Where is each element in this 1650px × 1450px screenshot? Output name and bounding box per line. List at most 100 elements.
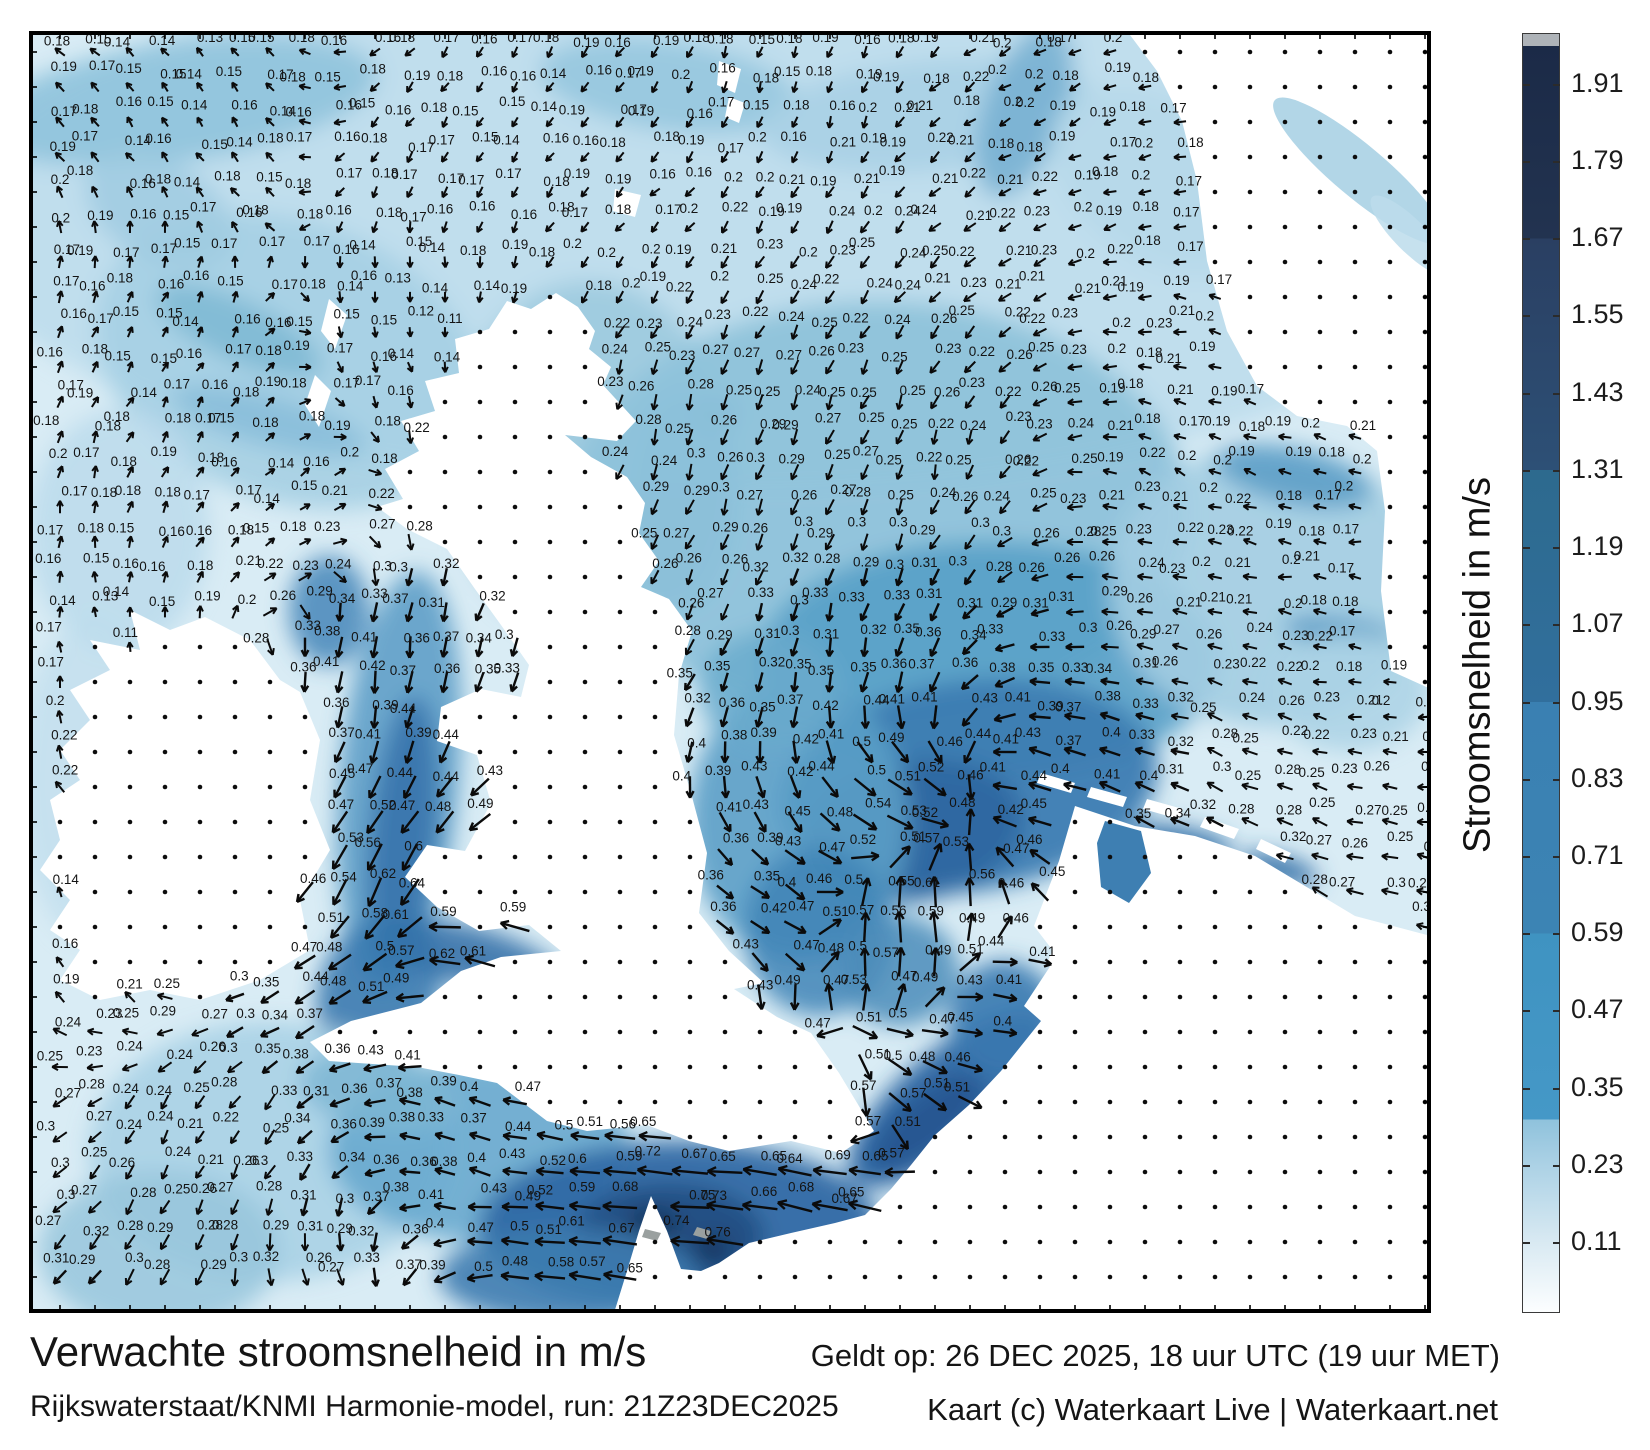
current-arrow-head (534, 1274, 543, 1282)
speed-value-label: 0.2 (1284, 596, 1303, 611)
speed-value-label: 0.17 (1110, 135, 1136, 150)
speed-value-label: 0.19 (1097, 449, 1123, 464)
current-arrow-head (615, 228, 622, 232)
current-arrow-head (1173, 331, 1180, 336)
colorbar-tick-label: 1.19 (1571, 530, 1624, 561)
grid-dot (582, 959, 588, 965)
current-arrow-head (861, 509, 868, 516)
current-arrow-head (475, 685, 483, 693)
speed-value-label: 0.25 (113, 1005, 139, 1020)
current-arrow (685, 707, 695, 727)
grid-dot (1352, 1029, 1358, 1035)
speed-value-label: 0.26 (1364, 758, 1390, 773)
current-arrow (1313, 644, 1327, 650)
current-arrow (333, 503, 347, 511)
current-arrow (1242, 748, 1258, 756)
grid-dot (477, 889, 483, 895)
current-arrow (408, 636, 412, 658)
grid-dot (1282, 1134, 1288, 1140)
current-arrow (997, 536, 1013, 548)
current-arrow-head (268, 432, 275, 436)
current-arrow (372, 1267, 378, 1287)
grid-dot (617, 1029, 623, 1035)
grid-dot (1247, 1204, 1253, 1210)
grid-dot (1177, 1169, 1183, 1175)
current-arrow-head (687, 403, 694, 411)
grid-dot (1177, 1134, 1183, 1140)
speed-value-label: 0.5 (844, 872, 863, 887)
current-arrow-head (568, 1239, 578, 1247)
speed-value-label: 0.38 (431, 1154, 457, 1169)
grid-dot (232, 784, 238, 790)
current-arrow-head (1278, 469, 1284, 476)
current-arrow-head (964, 158, 972, 163)
speed-value-label: 0.19 (1163, 273, 1189, 288)
current-arrow (721, 393, 729, 411)
current-arrow (961, 674, 979, 690)
grid-dot (232, 644, 238, 650)
current-arrow-head (999, 509, 1007, 515)
current-arrow-head (894, 299, 902, 304)
grid-dot (1072, 889, 1078, 895)
grid-dot (162, 854, 168, 860)
speed-value-label: 0.34 (284, 1111, 311, 1126)
grid-dot (932, 1239, 938, 1245)
speed-value-label: 0.16 (573, 133, 599, 148)
speed-value-label: 0.18 (1133, 70, 1159, 85)
current-arrow (1030, 882, 1050, 902)
current-arrow (756, 394, 764, 410)
current-arrow (400, 810, 420, 834)
grid-dot (1387, 924, 1393, 930)
grid-dot (582, 854, 588, 860)
grid-dot (512, 994, 518, 1000)
current-arrow-head (1137, 365, 1145, 371)
current-arrow-head (264, 1174, 272, 1180)
current-arrow-head (1311, 853, 1318, 861)
current-arrow (652, 393, 658, 411)
speed-value-label: 0.47 (929, 1011, 955, 1026)
speed-value-label: 0.18 (586, 278, 612, 293)
speed-value-label: 0.3 (889, 515, 908, 530)
speed-value-label: 0.21 (322, 483, 348, 498)
current-arrow-head (862, 649, 869, 658)
current-arrow-head (161, 396, 168, 402)
speed-value-label: 0.25 (1235, 768, 1261, 783)
current-arrow (372, 1232, 378, 1252)
current-arrow-head (307, 612, 311, 620)
current-arrow (1102, 574, 1118, 580)
current-arrow (999, 465, 1011, 479)
speed-value-label: 0.47 (804, 1016, 830, 1031)
colorbar-tick-mark (1523, 1164, 1530, 1167)
current-arrow-head (546, 192, 553, 199)
current-arrow-head (812, 1165, 823, 1172)
grid-dot (442, 714, 448, 720)
grid-dot (1177, 1029, 1183, 1035)
speed-value-label: 0.21 (907, 98, 933, 113)
current-arrow-head (54, 991, 58, 999)
grid-dot (932, 1274, 938, 1280)
colorbar-tick-label: 0.83 (1571, 762, 1624, 793)
current-arrow-head (941, 1065, 948, 1074)
grid-dot (582, 679, 588, 685)
current-arrow-head (372, 227, 379, 234)
current-arrow-head (1138, 158, 1146, 162)
current-arrow-head (999, 229, 1006, 233)
current-arrow-head (894, 911, 901, 921)
speed-value-label: 0.19 (1118, 280, 1144, 295)
current-arrow (860, 394, 870, 410)
speed-value-label: 0.26 (1152, 653, 1178, 668)
grid-dot (547, 1099, 553, 1105)
current-arrow-head (265, 117, 269, 125)
current-arrow-head (825, 545, 833, 551)
speed-value-label: 0.45 (1039, 864, 1065, 879)
current-arrow-head (930, 947, 937, 956)
speed-value-label: 0.68 (788, 1180, 814, 1195)
grid-dot (1072, 924, 1078, 930)
grid-dot (1352, 399, 1358, 405)
grid-dot (1352, 994, 1358, 1000)
current-arrow (1136, 643, 1154, 651)
grid-dot (1352, 1169, 1358, 1175)
current-arrow-head (791, 158, 798, 164)
current-arrow-head (1348, 434, 1355, 441)
current-arrow (1207, 677, 1223, 687)
